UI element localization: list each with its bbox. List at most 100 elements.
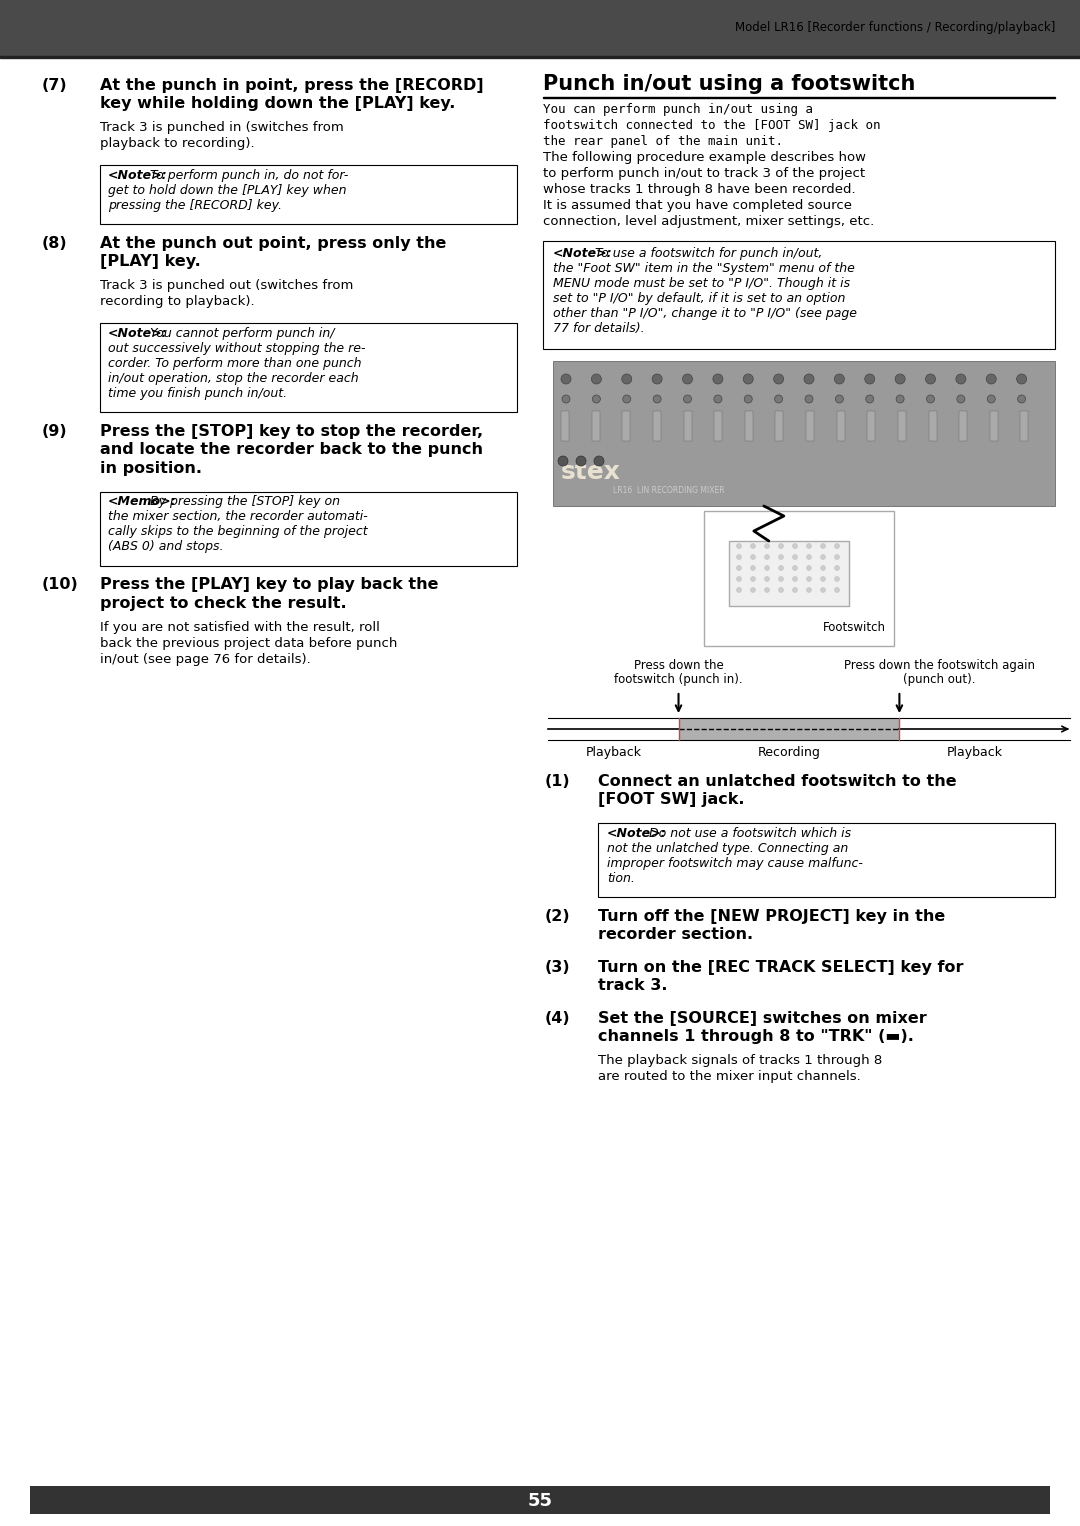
- Circle shape: [737, 543, 742, 548]
- Circle shape: [835, 374, 845, 385]
- Text: MENU mode must be set to "P I/O". Though it is: MENU mode must be set to "P I/O". Though…: [553, 276, 850, 290]
- Bar: [714, 410, 723, 441]
- Text: (ABS 0) and stops.: (ABS 0) and stops.: [108, 540, 224, 554]
- Text: footswitch connected to the [FOOT SW] jack on: footswitch connected to the [FOOT SW] ja…: [543, 119, 880, 131]
- Circle shape: [684, 395, 691, 403]
- Circle shape: [821, 566, 825, 571]
- Circle shape: [895, 374, 905, 385]
- Text: Turn on the [REC TRACK SELECT] key for: Turn on the [REC TRACK SELECT] key for: [598, 960, 963, 975]
- Bar: [100, 324, 517, 412]
- Circle shape: [807, 588, 811, 592]
- Text: By pressing the [STOP] key on: By pressing the [STOP] key on: [146, 496, 340, 508]
- Text: to perform punch in/out to track 3 of the project: to perform punch in/out to track 3 of th…: [543, 166, 865, 180]
- Circle shape: [807, 554, 811, 560]
- Text: channels 1 through 8 to "TRK" (▬).: channels 1 through 8 to "TRK" (▬).: [598, 1029, 914, 1044]
- Circle shape: [793, 577, 797, 581]
- Circle shape: [576, 456, 586, 465]
- Text: (4): (4): [545, 1010, 570, 1025]
- Text: (punch out).: (punch out).: [903, 673, 975, 687]
- Circle shape: [743, 374, 753, 385]
- Text: Model LR16 [Recorder functions / Recording/playback]: Model LR16 [Recorder functions / Recordi…: [734, 21, 1055, 35]
- Circle shape: [805, 395, 813, 403]
- Circle shape: [779, 554, 783, 560]
- Circle shape: [956, 374, 966, 385]
- Text: <Memo>:: <Memo>:: [108, 496, 177, 508]
- Text: You can perform punch in/out using a: You can perform punch in/out using a: [543, 102, 813, 116]
- Circle shape: [737, 566, 742, 571]
- Circle shape: [592, 395, 600, 403]
- Text: (7): (7): [42, 78, 68, 93]
- Bar: [100, 165, 517, 224]
- Circle shape: [652, 374, 662, 385]
- Text: Track 3 is punched out (switches from: Track 3 is punched out (switches from: [100, 279, 353, 291]
- Circle shape: [807, 543, 811, 548]
- Circle shape: [821, 543, 825, 548]
- Text: Track 3 is punched in (switches from: Track 3 is punched in (switches from: [100, 121, 343, 134]
- Text: pressing the [RECORD] key.: pressing the [RECORD] key.: [108, 198, 282, 212]
- Text: (9): (9): [42, 424, 68, 439]
- Text: Playback: Playback: [947, 746, 1002, 758]
- Circle shape: [751, 543, 756, 548]
- Text: and locate the recorder back to the punch: and locate the recorder back to the punc…: [100, 443, 483, 458]
- Text: improper footswitch may cause malfunc-: improper footswitch may cause malfunc-: [607, 856, 863, 870]
- Text: If you are not satisfied with the result, roll: If you are not satisfied with the result…: [100, 621, 380, 633]
- Circle shape: [779, 543, 783, 548]
- Text: Press down the footswitch again: Press down the footswitch again: [843, 659, 1035, 671]
- Text: Press down the: Press down the: [634, 659, 724, 671]
- Bar: [1021, 410, 1028, 441]
- Text: cally skips to the beginning of the project: cally skips to the beginning of the proj…: [108, 525, 367, 539]
- Bar: [0, 0, 1080, 56]
- Bar: [806, 410, 814, 441]
- Bar: [592, 410, 599, 441]
- Circle shape: [751, 554, 756, 560]
- Text: are routed to the mixer input channels.: are routed to the mixer input channels.: [598, 1070, 861, 1083]
- Text: 77 for details).: 77 for details).: [553, 322, 645, 334]
- Text: key while holding down the [PLAY] key.: key while holding down the [PLAY] key.: [100, 96, 456, 111]
- Text: playback to recording).: playback to recording).: [100, 137, 255, 150]
- Circle shape: [562, 395, 570, 403]
- Text: Punch in/out using a footswitch: Punch in/out using a footswitch: [543, 73, 916, 93]
- Circle shape: [927, 395, 934, 403]
- Bar: [745, 410, 753, 441]
- Circle shape: [737, 588, 742, 592]
- Bar: [0, 56, 1080, 58]
- Text: LR16  LIN RECORDING MIXER: LR16 LIN RECORDING MIXER: [613, 485, 725, 494]
- Circle shape: [765, 577, 769, 581]
- Text: recorder section.: recorder section.: [598, 928, 753, 942]
- Circle shape: [558, 456, 568, 465]
- Bar: [989, 410, 998, 441]
- Text: Set the [SOURCE] switches on mixer: Set the [SOURCE] switches on mixer: [598, 1010, 927, 1025]
- Text: not the unlatched type. Connecting an: not the unlatched type. Connecting an: [607, 842, 848, 855]
- Text: <Note>:: <Note>:: [108, 327, 167, 340]
- Circle shape: [835, 554, 839, 560]
- Circle shape: [765, 554, 769, 560]
- Text: Recording: Recording: [757, 746, 821, 758]
- Circle shape: [683, 374, 692, 385]
- Circle shape: [807, 577, 811, 581]
- Circle shape: [594, 456, 604, 465]
- Text: (8): (8): [42, 237, 68, 250]
- Circle shape: [773, 374, 784, 385]
- Text: footswitch (punch in).: footswitch (punch in).: [615, 673, 743, 687]
- Circle shape: [821, 577, 825, 581]
- Circle shape: [866, 395, 874, 403]
- Text: At the punch out point, press only the: At the punch out point, press only the: [100, 237, 446, 250]
- Circle shape: [714, 395, 721, 403]
- Text: the mixer section, the recorder automati-: the mixer section, the recorder automati…: [108, 510, 368, 523]
- Text: in position.: in position.: [100, 461, 202, 476]
- Circle shape: [744, 395, 753, 403]
- Circle shape: [821, 554, 825, 560]
- Bar: [959, 410, 967, 441]
- Text: time you finish punch in/out.: time you finish punch in/out.: [108, 386, 287, 400]
- Circle shape: [779, 566, 783, 571]
- Text: 55: 55: [527, 1492, 553, 1511]
- Text: connection, level adjustment, mixer settings, etc.: connection, level adjustment, mixer sett…: [543, 215, 874, 227]
- Text: the rear panel of the main unit.: the rear panel of the main unit.: [543, 134, 783, 148]
- Circle shape: [765, 566, 769, 571]
- Bar: [837, 410, 845, 441]
- Text: At the punch in point, press the [RECORD]: At the punch in point, press the [RECORD…: [100, 78, 484, 93]
- Circle shape: [1016, 374, 1027, 385]
- Circle shape: [835, 588, 839, 592]
- Text: in/out operation, stop the recorder each: in/out operation, stop the recorder each: [108, 372, 359, 385]
- Bar: [678, 719, 900, 740]
